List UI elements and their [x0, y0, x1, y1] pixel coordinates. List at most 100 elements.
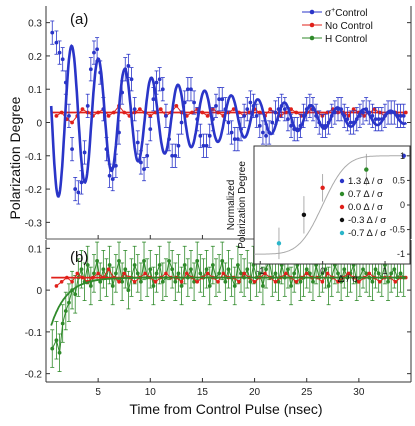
legend-label: H Control	[325, 34, 367, 45]
data-point	[60, 57, 65, 62]
data-point	[75, 271, 80, 276]
data-point	[117, 258, 121, 263]
panel-b-label: (b)	[70, 249, 88, 266]
inset-point	[401, 153, 406, 159]
inset-legend-label: 0.0 Δ / σ	[348, 202, 383, 213]
data-point	[153, 279, 158, 284]
y-tick-label-a: 0.3	[28, 19, 42, 30]
data-point	[307, 103, 312, 108]
data-point	[270, 120, 275, 125]
data-point	[383, 113, 387, 118]
data-point	[54, 113, 59, 118]
data-point	[342, 113, 347, 118]
data-point	[110, 284, 115, 288]
data-point	[50, 346, 55, 351]
data-point	[351, 107, 356, 112]
data-point	[298, 123, 303, 128]
data-point	[323, 123, 328, 128]
data-point	[217, 271, 222, 276]
y-tick-label-b: -0.1	[25, 328, 43, 339]
data-point	[101, 267, 106, 272]
data-point	[122, 271, 127, 276]
legend-marker	[309, 35, 315, 41]
inset-frame	[253, 145, 411, 265]
inset-plot-area	[254, 153, 409, 260]
data-point	[54, 338, 59, 343]
data-point	[50, 30, 55, 35]
data-point	[252, 279, 257, 284]
data-point	[323, 267, 328, 272]
data-point	[232, 284, 237, 288]
inset-point	[320, 185, 325, 190]
data-point	[59, 279, 64, 284]
inset-y-tick-label: -1	[397, 249, 405, 259]
data-point	[370, 279, 375, 284]
data-point	[135, 140, 140, 145]
data-point	[179, 120, 184, 125]
x-tick-label: 5	[95, 387, 101, 398]
data-point	[143, 271, 147, 276]
data-point	[79, 180, 84, 185]
inset-y-label-line: Normalized	[226, 180, 237, 231]
inset-legend-marker	[339, 204, 345, 210]
data-point	[377, 279, 382, 284]
data-point	[286, 267, 290, 272]
y-tick-label-a: 0.2	[28, 52, 42, 63]
data-point	[395, 113, 400, 118]
data-point	[126, 64, 131, 68]
inset-y-label: NormalizedPolarization Degree	[226, 161, 248, 249]
data-point	[132, 279, 137, 284]
data-point	[398, 271, 403, 276]
data-point	[120, 279, 125, 284]
data-point	[195, 258, 200, 263]
data-point	[393, 279, 398, 284]
data-point	[137, 107, 142, 112]
inset-y-tick-label: 1	[400, 151, 405, 161]
x-tick-label: 20	[249, 387, 261, 398]
inset-legend-marker	[339, 191, 345, 197]
data-point	[376, 117, 381, 122]
legend-marker	[309, 9, 315, 15]
legend-label: σ+Control	[325, 7, 368, 19]
data-point	[351, 120, 356, 125]
inset-legend-marker	[339, 230, 345, 236]
data-point	[154, 271, 159, 276]
inset-legend-marker	[339, 217, 345, 223]
data-point	[198, 271, 203, 276]
data-point	[76, 190, 81, 195]
data-point	[57, 50, 62, 55]
data-point	[311, 279, 315, 284]
data-point	[70, 120, 74, 125]
y-tick-label-a: 0	[36, 119, 42, 130]
data-point	[298, 279, 303, 284]
panel-a: -0.3 -0.2 -0.1 0 0.1 0.2 0.3 (a) σ+Control No C…	[25, 6, 412, 240]
x-tick-label: 30	[353, 387, 365, 398]
data-point	[282, 107, 287, 112]
data-point	[67, 300, 71, 305]
data-point	[70, 147, 74, 152]
data-point	[204, 267, 209, 272]
data-point	[361, 110, 365, 115]
data-point	[261, 284, 265, 288]
data-point	[286, 117, 290, 122]
data-point	[145, 153, 150, 158]
data-point	[174, 103, 179, 108]
data-point	[85, 263, 90, 267]
data-point	[101, 107, 106, 112]
data-point	[185, 87, 190, 92]
data-point	[132, 263, 137, 267]
data-point	[220, 97, 225, 102]
data-point	[342, 267, 347, 272]
data-point	[273, 279, 278, 284]
data-point	[176, 143, 181, 148]
data-point	[95, 47, 99, 52]
data-point	[336, 271, 340, 276]
y-tick-label-a: -0.1	[25, 152, 43, 163]
data-point	[339, 107, 344, 112]
inset-point	[301, 212, 307, 218]
data-point	[151, 97, 156, 102]
data-point	[386, 110, 390, 115]
inset-y-tick-label: 0	[400, 200, 405, 210]
data-point	[289, 284, 293, 288]
data-point	[132, 107, 137, 112]
